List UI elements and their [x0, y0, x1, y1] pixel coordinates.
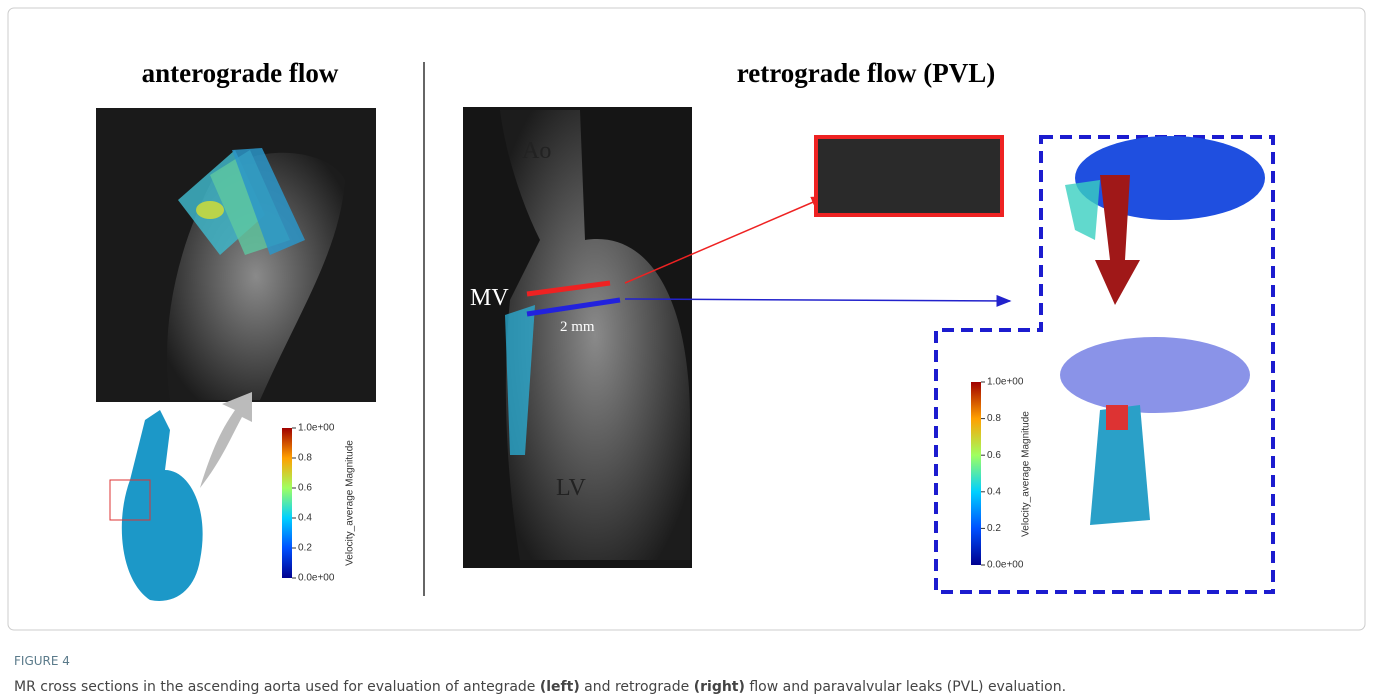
colorbar-tick-label: 0.6 — [298, 483, 312, 494]
colorbar-label: Velocity_average Magnitude — [1021, 411, 1032, 537]
panel-title: retrograde flow (PVL) — [737, 58, 995, 88]
caption: FIGURE 4 MR cross sections in the ascend… — [14, 648, 1066, 700]
caption-part: (right) — [694, 679, 745, 695]
colorbar-tick-label: 0.2 — [298, 543, 312, 554]
inset-image — [816, 137, 1002, 215]
colorbar — [971, 382, 981, 565]
leak-volume — [1106, 405, 1128, 430]
colorbar-tick-label: 1.0e+00 — [987, 377, 1024, 388]
colorbar — [282, 428, 292, 578]
label: 2 mm — [560, 319, 595, 335]
colorbar-tick-label: 1.0e+00 — [298, 423, 335, 434]
panel-title: anterograde flow — [142, 58, 339, 88]
label: MV — [470, 285, 509, 311]
colorbar-tick-label: 0.4 — [987, 486, 1001, 497]
caption-text: MR cross sections in the ascending aorta… — [14, 674, 1066, 700]
colorbar-tick-label: 0.6 — [987, 450, 1001, 461]
arrow — [200, 392, 252, 488]
colorbar-tick-label: 0.2 — [987, 523, 1001, 534]
figure-label: FIGURE 4 — [14, 648, 1066, 674]
valve-surface — [1060, 337, 1250, 413]
colorbar-tick-label: 0.8 — [987, 413, 1001, 424]
colorbar-tick-label: 0.0e+00 — [298, 573, 335, 584]
label: Ao — [522, 138, 551, 164]
colorbar-tick-label: 0.0e+00 — [987, 560, 1024, 571]
velocity-arrows — [1065, 180, 1100, 240]
colorbar-label: Velocity_average Magnitude — [345, 440, 356, 566]
caption-part: flow and paravalvular leaks (PVL) evalua… — [745, 679, 1066, 695]
heart-model — [122, 410, 203, 601]
label: LV — [556, 475, 586, 501]
caption-part: and retrograde — [580, 679, 694, 695]
figure: anterograde flow 1.0e+00 0.8 0.6 0.4 0.2 0.0e… — [0, 0, 1373, 640]
colorbar-tick-label: 0.4 — [298, 513, 312, 524]
caption-part: (left) — [540, 679, 580, 695]
page: anterograde flow 1.0e+00 0.8 0.6 0.4 0.2 0.0e… — [0, 0, 1373, 698]
colorbar-tick-label: 0.8 — [298, 453, 312, 464]
caption-part: MR cross sections in the ascending aorta… — [14, 679, 540, 695]
